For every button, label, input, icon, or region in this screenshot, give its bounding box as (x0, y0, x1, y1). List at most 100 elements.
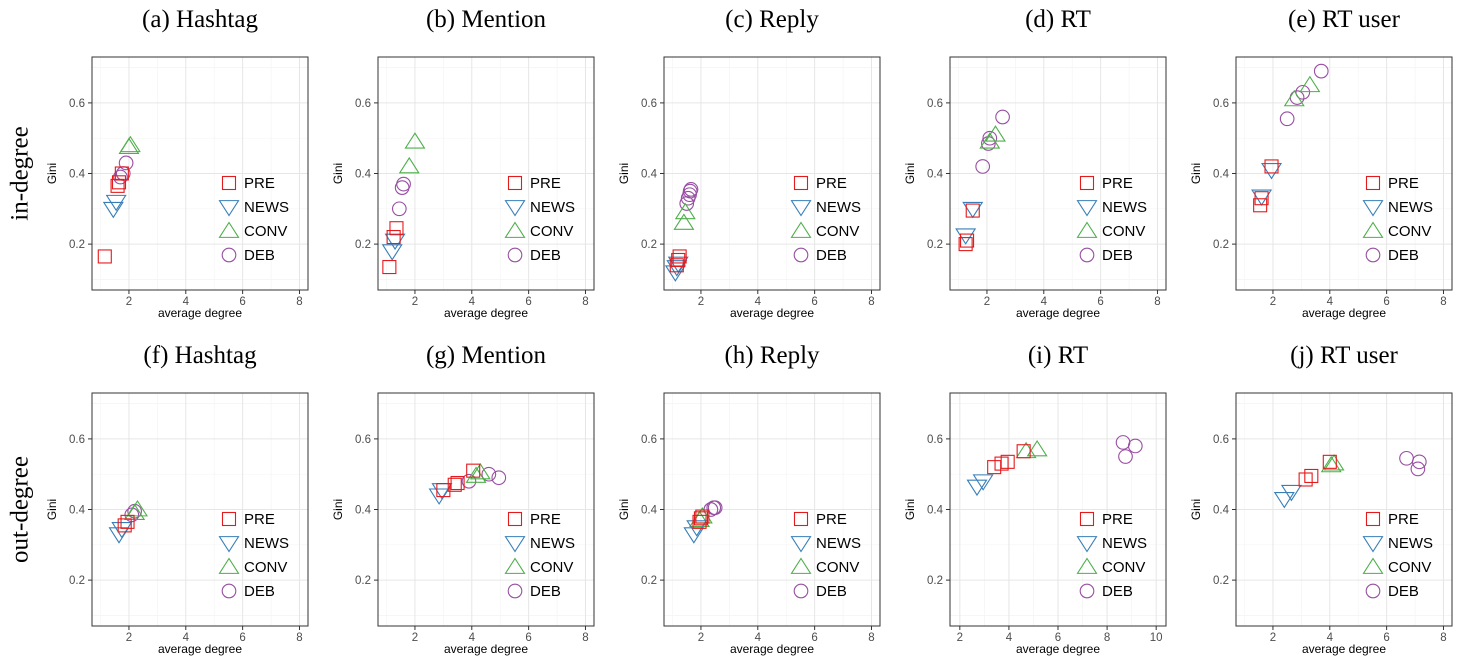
panel-title: (b) Mention (426, 6, 547, 33)
data-point-pre (450, 475, 465, 491)
legend-key-deb (793, 247, 809, 263)
y-tick-label: 0.4 (641, 169, 658, 181)
legend-label: NEWS (244, 535, 289, 552)
legend-key-conv (1362, 557, 1384, 574)
legend-label: NEWS (530, 199, 575, 216)
data-point-pre (117, 518, 132, 533)
x-tick-label: 4 (1327, 632, 1334, 644)
legend-label: CONV (244, 223, 287, 240)
data-point-news (1261, 163, 1283, 180)
legend-key-news (1076, 200, 1098, 217)
y-tick-label: 0.2 (355, 239, 371, 251)
y-tick-label: 0.2 (1213, 239, 1229, 251)
data-point-pre (1322, 454, 1337, 469)
data-point-pre (692, 514, 707, 529)
legend-label: DEB (1388, 583, 1419, 600)
data-point-deb (1410, 461, 1426, 477)
data-point-pre (1254, 191, 1269, 206)
x-tick-label: 10 (1150, 632, 1163, 644)
panel-title: (d) RT (1025, 6, 1091, 33)
x-axis-label: average degree (444, 642, 528, 656)
data-point-deb (1313, 63, 1329, 79)
legend-key-news (790, 200, 812, 217)
legend: PRE NEWS CONV DEB (218, 511, 289, 600)
y-tick-label: 0.6 (641, 98, 657, 110)
data-point-news (962, 201, 984, 219)
legend-key-pre (1079, 511, 1095, 527)
legend-key-conv (504, 221, 526, 238)
y-axis-label: Gini (45, 499, 59, 520)
data-point-conv (404, 132, 426, 149)
y-tick-label: 0.2 (927, 239, 943, 251)
data-point-conv (1323, 454, 1345, 471)
data-point-news (1251, 189, 1273, 206)
scatter-panel: 2 4 6 8 0.2 0.4 0.6 average degree Gini (g) Menti… (331, 342, 595, 656)
y-tick-label: 0.6 (641, 434, 657, 446)
legend-key-conv (1362, 221, 1384, 238)
panel-title: (j) RT user (1290, 342, 1398, 369)
y-tick-label: 0.2 (1213, 575, 1229, 587)
legend-key-conv (218, 221, 240, 238)
legend-key-deb (221, 247, 237, 263)
x-tick-label: 6 (525, 296, 531, 308)
x-axis-label: average degree (158, 642, 242, 656)
legend: PRE NEWS CONV DEB (1362, 175, 1433, 264)
x-axis-label: average degree (1016, 306, 1100, 320)
legend-label: NEWS (1388, 535, 1433, 552)
data-point-pre (382, 260, 397, 275)
legend-key-news (1076, 536, 1098, 553)
legend-key-pre (221, 511, 237, 527)
legend-key-pre (221, 175, 237, 191)
legend-label: DEB (244, 583, 275, 600)
y-tick-label: 0.6 (355, 434, 371, 446)
y-tick-label: 0.2 (69, 239, 85, 251)
y-tick-label: 0.6 (355, 98, 371, 110)
data-point-deb (995, 109, 1010, 125)
data-point-pre (120, 514, 135, 529)
data-point-pre (958, 237, 973, 252)
y-tick-label: 0.4 (927, 169, 944, 181)
data-point-pre (447, 477, 462, 492)
x-axis-label: average degree (158, 306, 242, 320)
panel-title: (c) Reply (725, 6, 819, 33)
y-tick-label: 0.4 (69, 505, 86, 517)
data-point-conv (673, 213, 695, 230)
data-point-pre (1253, 198, 1268, 213)
y-axis-label: Gini (331, 163, 345, 184)
legend-label: DEB (816, 583, 847, 600)
x-tick-label: 4 (469, 296, 476, 308)
legend-label: CONV (244, 559, 287, 576)
y-tick-label: 0.6 (927, 434, 943, 446)
data-point-news (1280, 484, 1302, 502)
y-tick-label: 0.6 (69, 434, 85, 446)
data-point-deb (1279, 111, 1295, 127)
legend-key-pre (1365, 175, 1381, 191)
data-point-deb (461, 473, 477, 489)
x-tick-label: 8 (296, 296, 302, 308)
legend-label: DEB (1102, 247, 1133, 264)
data-point-deb (682, 183, 698, 199)
legend-key-deb (793, 583, 809, 599)
legend: PRE NEWS CONV DEB (504, 511, 575, 600)
y-axis-label: Gini (1189, 499, 1203, 520)
legend-label: PRE (816, 511, 847, 528)
data-point-deb (481, 466, 497, 482)
x-tick-label: 4 (755, 632, 762, 644)
x-tick-label: 4 (469, 632, 476, 644)
data-point-deb (113, 169, 128, 185)
legend-key-pre (793, 511, 809, 527)
legend-key-news (218, 536, 240, 553)
row-label: in-degree (7, 126, 34, 220)
legend-key-conv (218, 557, 240, 574)
data-point-news (972, 474, 994, 491)
data-point-pre (693, 511, 708, 526)
data-point-pre (672, 249, 687, 264)
data-point-pre (1000, 454, 1015, 469)
data-point-deb (1118, 449, 1133, 464)
x-tick-label: 8 (1440, 296, 1446, 308)
legend: PRE NEWS CONV DEB (790, 511, 861, 600)
x-tick-label: 8 (582, 296, 588, 308)
y-tick-label: 0.4 (641, 505, 658, 517)
y-tick-label: 0.4 (355, 505, 372, 517)
